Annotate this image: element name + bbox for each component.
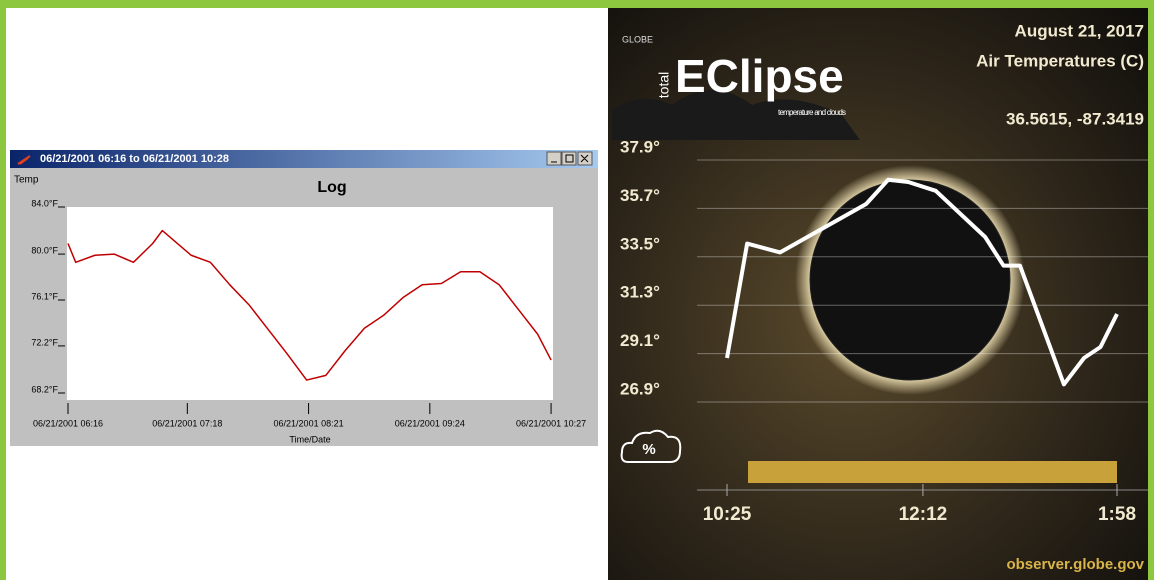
- eclipse-moon: [810, 180, 1010, 380]
- cloud-bar: [748, 461, 1117, 483]
- location: 36.5615, -87.3419: [1006, 109, 1144, 128]
- tagline: temperature and clouds: [778, 108, 846, 117]
- x-tick-label: 06/21/2001 07:18: [152, 418, 222, 428]
- footer: observer.globe.gov: [1006, 556, 1144, 573]
- chart-title: August 21, 2017: [1015, 21, 1144, 40]
- y-tick-label: 68.2°F: [31, 384, 58, 394]
- chart-title: Log: [317, 179, 346, 196]
- x-axis-label: Time/Date: [289, 434, 330, 444]
- y-tick-label: 80.0°F: [31, 245, 58, 255]
- maximize-button[interactable]: [562, 152, 576, 165]
- y-tick-label: 31.3°: [620, 283, 660, 302]
- y-tick-label: 33.5°: [620, 234, 660, 253]
- y-tick-label: 37.9°: [620, 137, 660, 156]
- x-tick-label: 10:25: [703, 504, 752, 525]
- x-tick-label: 1:58: [1098, 504, 1136, 525]
- minimize-button[interactable]: [547, 152, 561, 165]
- plot-area: [67, 207, 553, 400]
- x-tick-label: 12:12: [899, 504, 948, 525]
- window-title: 06/21/2001 06:16 to 06/21/2001 10:28: [40, 153, 229, 165]
- window-buttons[interactable]: [547, 152, 592, 165]
- y-tick-label: 35.7°: [620, 186, 660, 205]
- x-tick-label: 06/21/2001 06:16: [33, 418, 103, 428]
- y-tick-label: 84.0°F: [31, 198, 58, 208]
- x-tick-label: 06/21/2001 10:27: [516, 418, 586, 428]
- y-tick-label: 26.9°: [620, 379, 660, 398]
- brand: GLOBE: [622, 34, 653, 44]
- y-axis-label: Temp: [14, 175, 39, 186]
- chart-subtitle: Air Temperatures (C): [976, 51, 1144, 70]
- x-tick-label: 06/21/2001 09:24: [395, 418, 465, 428]
- screenshot: 06/21/2001 06:16 to 06/21/2001 10:28 Tem…: [0, 0, 1154, 580]
- y-tick-label: 72.2°F: [31, 337, 58, 347]
- logo: EClipse: [675, 50, 844, 102]
- logo-small: total: [656, 72, 672, 98]
- x-tick-label: 06/21/2001 08:21: [274, 418, 344, 428]
- y-tick-label: 29.1°: [620, 331, 660, 350]
- y-tick-label: 76.1°F: [31, 291, 58, 301]
- cloud-label: %: [642, 441, 655, 458]
